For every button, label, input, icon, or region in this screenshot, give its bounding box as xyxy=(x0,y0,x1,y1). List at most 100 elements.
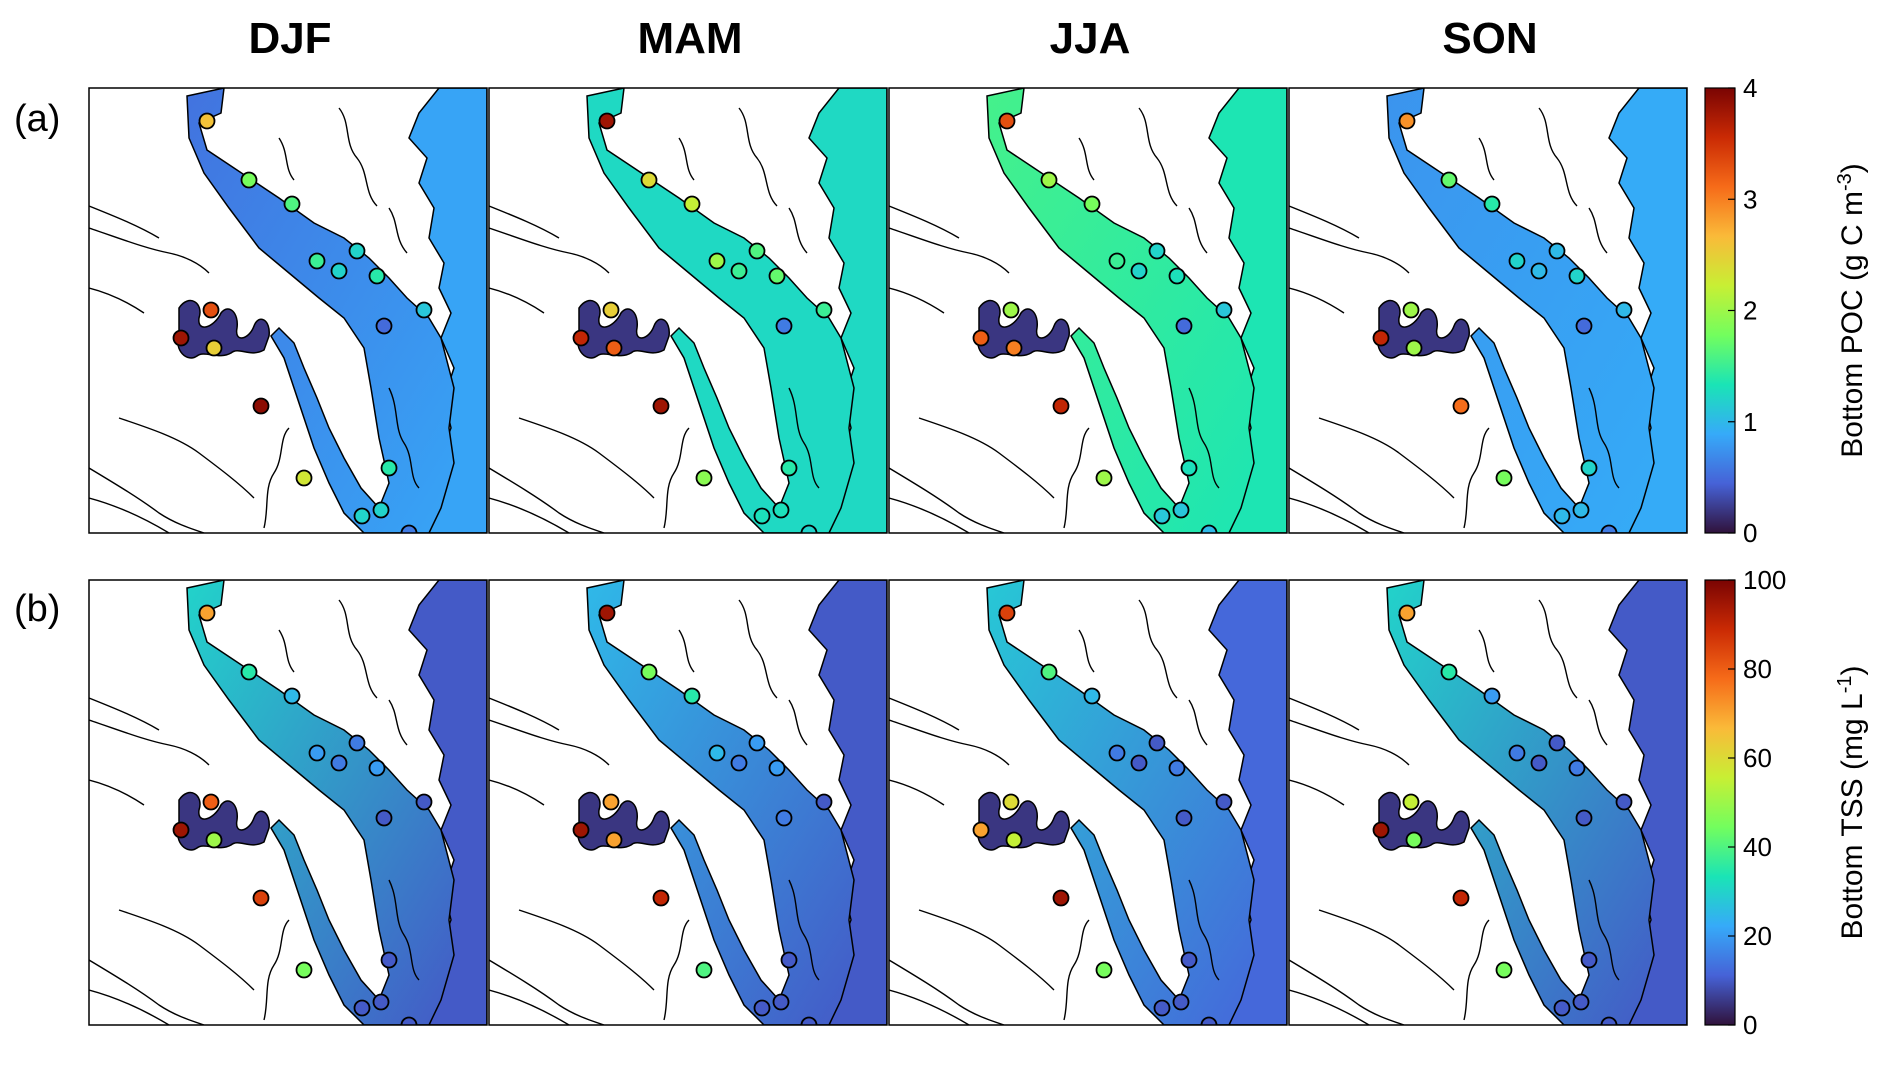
station-marker-s2 xyxy=(1040,171,1058,189)
colorbars: 0 1 2 3 4 Bottom POC (g C m-3) 0 20 40 60 80 100 Bot… xyxy=(1704,73,1869,1040)
shoreline-7 xyxy=(788,387,820,489)
station-marker-s18 xyxy=(800,1016,818,1025)
estuary-water xyxy=(986,88,1255,533)
shoreline-4 xyxy=(489,467,605,533)
shoreline-8 xyxy=(1138,107,1178,207)
station-marker-s6 xyxy=(1568,267,1586,285)
station-marker-s1 xyxy=(1398,604,1416,622)
station-marker-s11 xyxy=(1372,329,1390,347)
shoreline-10 xyxy=(788,207,808,254)
shoreline-0 xyxy=(889,227,1010,274)
station-marker-s9 xyxy=(1175,317,1193,335)
station-marker-s13 xyxy=(652,397,670,415)
station-marker-s10 xyxy=(602,793,620,811)
station-marker-s7 xyxy=(1130,262,1148,280)
station-marker-s1 xyxy=(998,112,1016,130)
row-label-a: (a) xyxy=(14,98,61,140)
shoreline-8 xyxy=(1538,107,1578,207)
tributary-water xyxy=(977,299,1070,359)
shoreline-4 xyxy=(89,467,205,533)
station-marker-s10 xyxy=(602,301,620,319)
shoreline-7 xyxy=(388,879,420,981)
shoreline-10 xyxy=(388,207,408,254)
station-marker-s15 xyxy=(1180,459,1198,477)
colorbar-tick-label: 100 xyxy=(1743,565,1786,595)
shoreline-1 xyxy=(89,205,160,239)
station-marker-s9 xyxy=(1575,317,1593,335)
station-marker-s4 xyxy=(308,252,326,270)
panel-frame xyxy=(888,579,1288,1026)
map-panel-0-0 xyxy=(88,87,488,534)
season-title-djf: DJF xyxy=(248,14,332,63)
shoreline-1 xyxy=(889,205,960,239)
station-marker-s14 xyxy=(1095,469,1113,487)
shoreline-10 xyxy=(1188,699,1208,746)
station-marker-s8 xyxy=(415,793,433,811)
station-marker-s2 xyxy=(240,171,258,189)
shoreline-1 xyxy=(489,697,560,731)
shoreline-2 xyxy=(1289,779,1345,806)
shoreline-1 xyxy=(1289,205,1360,239)
station-marker-s18 xyxy=(400,524,418,533)
tributary-water xyxy=(177,791,270,851)
station-marker-s17 xyxy=(353,507,371,525)
station-marker-s10 xyxy=(1002,301,1020,319)
shoreline-3 xyxy=(118,909,255,991)
station-marker-s11 xyxy=(972,329,990,347)
station-marker-s5 xyxy=(1148,734,1166,752)
colorbar-label: Bottom TSS (mg L-1) xyxy=(1834,666,1869,940)
station-marker-s9 xyxy=(775,317,793,335)
shoreline-4 xyxy=(889,467,1005,533)
tributary-water xyxy=(577,791,670,851)
map-panel-1-0 xyxy=(88,579,488,1026)
shoreline-4 xyxy=(1289,959,1405,1025)
estuary-water xyxy=(586,88,855,533)
season-title-son: SON xyxy=(1442,14,1538,63)
season-title-jja: JJA xyxy=(1049,14,1131,63)
shoreline-9 xyxy=(678,137,695,181)
panel-frame xyxy=(88,87,488,534)
station-marker-s15 xyxy=(780,951,798,969)
colorbar-0: 0 1 2 3 4 Bottom POC (g C m-3) xyxy=(1704,73,1869,548)
station-marker-s1 xyxy=(198,112,216,130)
shoreline-7 xyxy=(788,879,820,981)
station-marker-s12 xyxy=(1005,831,1023,849)
shoreline-5 xyxy=(889,989,970,1025)
station-marker-s13 xyxy=(1052,889,1070,907)
shoreline-7 xyxy=(1188,879,1220,981)
station-marker-s14 xyxy=(695,961,713,979)
shoreline-2 xyxy=(889,779,945,806)
map-panel-0-3 xyxy=(1288,87,1688,534)
tributary-water xyxy=(1377,791,1470,851)
station-marker-s13 xyxy=(1452,889,1470,907)
shoreline-0 xyxy=(1289,227,1410,274)
station-marker-s10 xyxy=(1402,301,1420,319)
shoreline-7 xyxy=(1588,879,1620,981)
station-marker-s18 xyxy=(400,1016,418,1025)
shoreline-2 xyxy=(489,287,545,314)
shoreline-10 xyxy=(1188,207,1208,254)
station-marker-s12 xyxy=(1405,339,1423,357)
station-marker-s7 xyxy=(330,262,348,280)
shoreline-5 xyxy=(1289,497,1370,533)
station-marker-s12 xyxy=(605,831,623,849)
shoreline-2 xyxy=(1289,287,1345,314)
shoreline-0 xyxy=(89,227,210,274)
shoreline-0 xyxy=(489,719,610,766)
station-marker-s16 xyxy=(772,501,790,519)
station-marker-s3 xyxy=(683,195,701,213)
shoreline-8 xyxy=(1138,599,1178,699)
station-marker-s5 xyxy=(748,734,766,752)
station-marker-s14 xyxy=(695,469,713,487)
station-marker-s14 xyxy=(295,961,313,979)
shoreline-10 xyxy=(1588,207,1608,254)
station-marker-s6 xyxy=(368,267,386,285)
station-marker-s5 xyxy=(348,242,366,260)
shoreline-3 xyxy=(918,909,1055,991)
shoreline-4 xyxy=(89,959,205,1025)
station-marker-s5 xyxy=(748,242,766,260)
station-marker-s5 xyxy=(1148,242,1166,260)
station-marker-s2 xyxy=(1440,663,1458,681)
station-marker-s6 xyxy=(1568,759,1586,777)
